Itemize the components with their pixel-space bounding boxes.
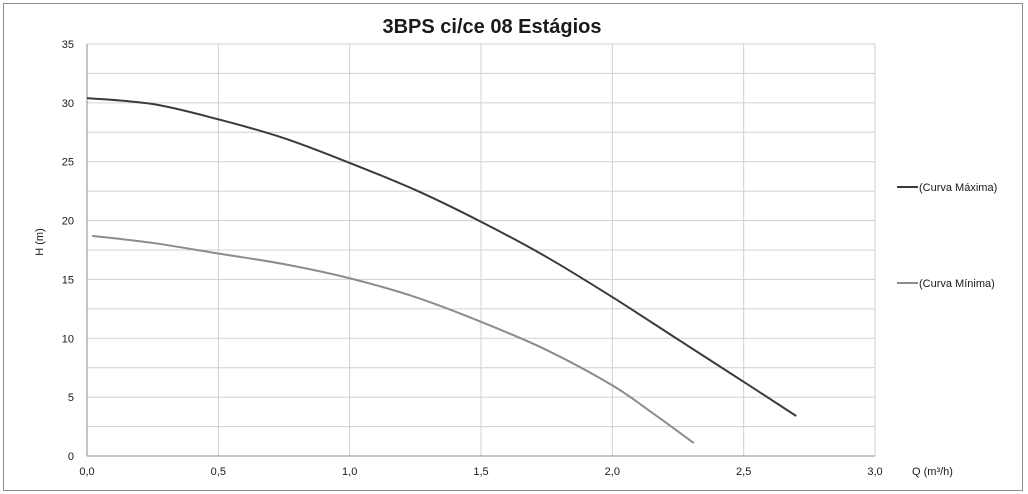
y-tick-label: 35 — [62, 39, 74, 51]
series-line-curva-minima — [92, 234, 695, 444]
y-tick-label: 20 — [62, 216, 74, 228]
x-tick-label: 3,0 — [867, 466, 882, 478]
legend-label: (Curva Máxima) — [919, 182, 997, 194]
x-tick-label: 0,5 — [211, 466, 226, 478]
y-tick-label: 25 — [62, 157, 74, 169]
y-axis-label: H (m) — [34, 228, 46, 256]
series-line-curva-maxima — [86, 97, 797, 417]
y-tick-label: 10 — [62, 333, 74, 345]
legend: (Curva Máxima) (Curva Mínima) — [897, 182, 997, 290]
grid — [86, 43, 876, 457]
x-tick-label: 1,5 — [473, 466, 488, 478]
y-tick-label: 0 — [68, 451, 74, 463]
series-lines — [86, 97, 797, 444]
x-tick-label: 2,0 — [605, 466, 620, 478]
x-tick-label: 2,5 — [736, 466, 751, 478]
y-tick-label: 30 — [62, 98, 74, 110]
y-tick-label: 5 — [68, 392, 74, 404]
chart-title: 3BPS ci/ce 08 Estágios — [382, 16, 601, 38]
x-tick-label: 0,0 — [79, 466, 94, 478]
legend-label: (Curva Mínima) — [919, 278, 995, 290]
y-axis-ticks: 0 5 10 15 20 25 30 35 — [62, 39, 74, 463]
x-tick-label: 1,0 — [342, 466, 357, 478]
x-axis-label: Q (m³/h) — [912, 466, 953, 478]
x-axis-ticks: 0,0 0,5 1,0 1,5 2,0 2,5 3,0 — [79, 466, 882, 478]
y-tick-label: 15 — [62, 274, 74, 286]
